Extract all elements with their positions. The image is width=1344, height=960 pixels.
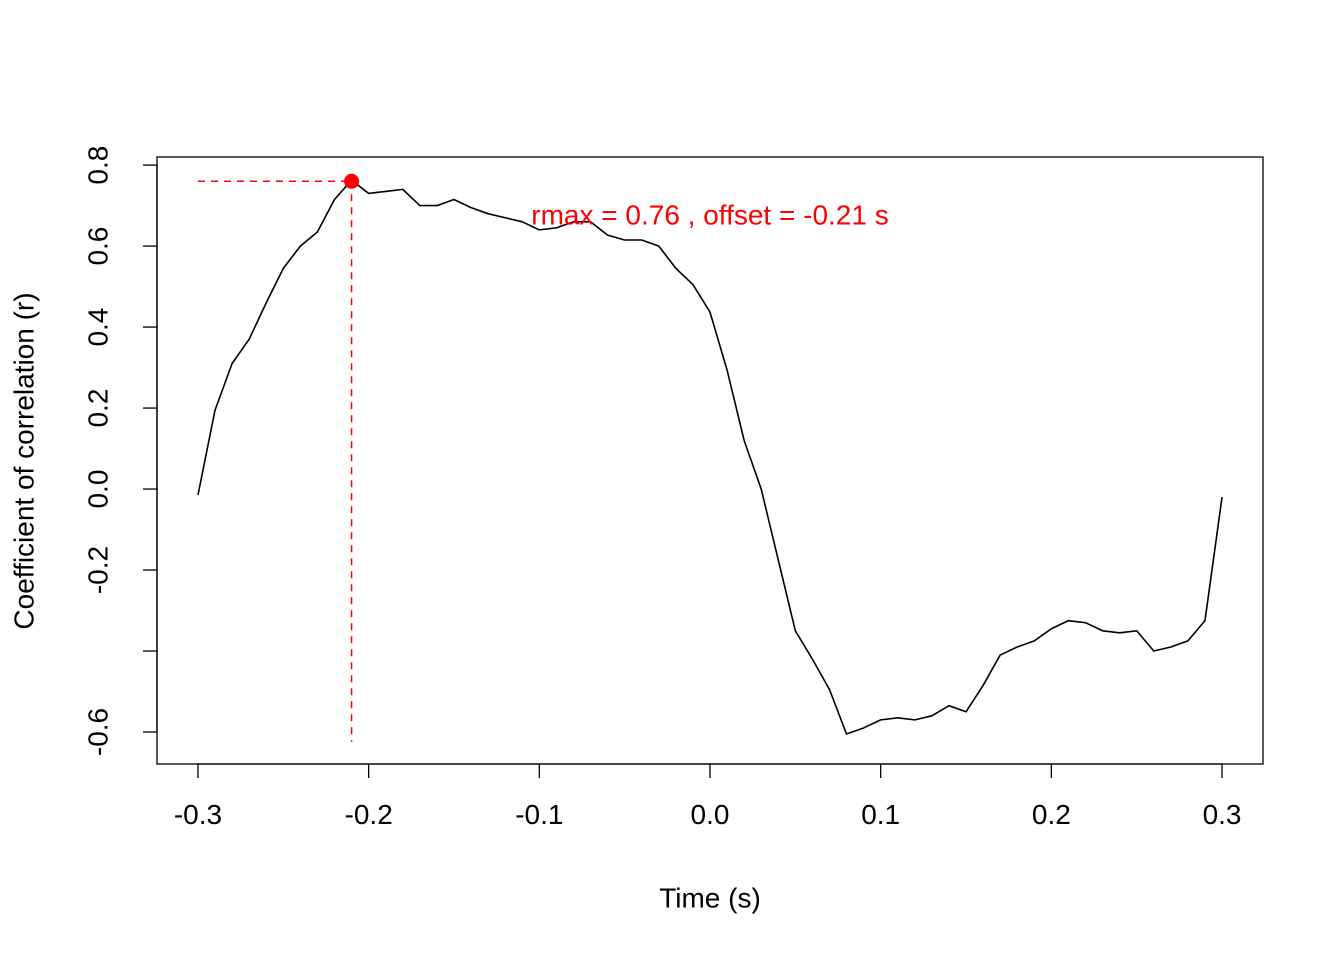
plot-frame (156, 156, 1264, 765)
annotation: rmax = 0.76 , offset = -0.21 s (531, 199, 888, 230)
x-axis-label: Time (s) (659, 882, 761, 913)
x-tick-label: 0.1 (861, 799, 900, 830)
x-tick-label: 0.3 (1203, 799, 1242, 830)
data-line (197, 179, 1223, 735)
x-tick-label: -0.2 (345, 799, 393, 830)
y-tick-label: 0.2 (82, 389, 113, 428)
y-tick-label: -0.6 (82, 708, 113, 756)
y-tick-label: 0.4 (82, 308, 113, 347)
x-tick-label: -0.1 (515, 799, 563, 830)
y-tick-label: -0.2 (82, 546, 113, 594)
x-tick-label: -0.3 (174, 799, 222, 830)
x-tick-label: 0.0 (691, 799, 730, 830)
x-tick-label: 0.2 (1032, 799, 1071, 830)
peak-point (344, 173, 360, 189)
y-tick-label: 0.8 (82, 146, 113, 185)
y-tick-label: 0.6 (82, 227, 113, 266)
y-tick-label: 0.0 (82, 470, 113, 509)
y-axis-label: Coefficient of correlation (r) (8, 292, 39, 629)
